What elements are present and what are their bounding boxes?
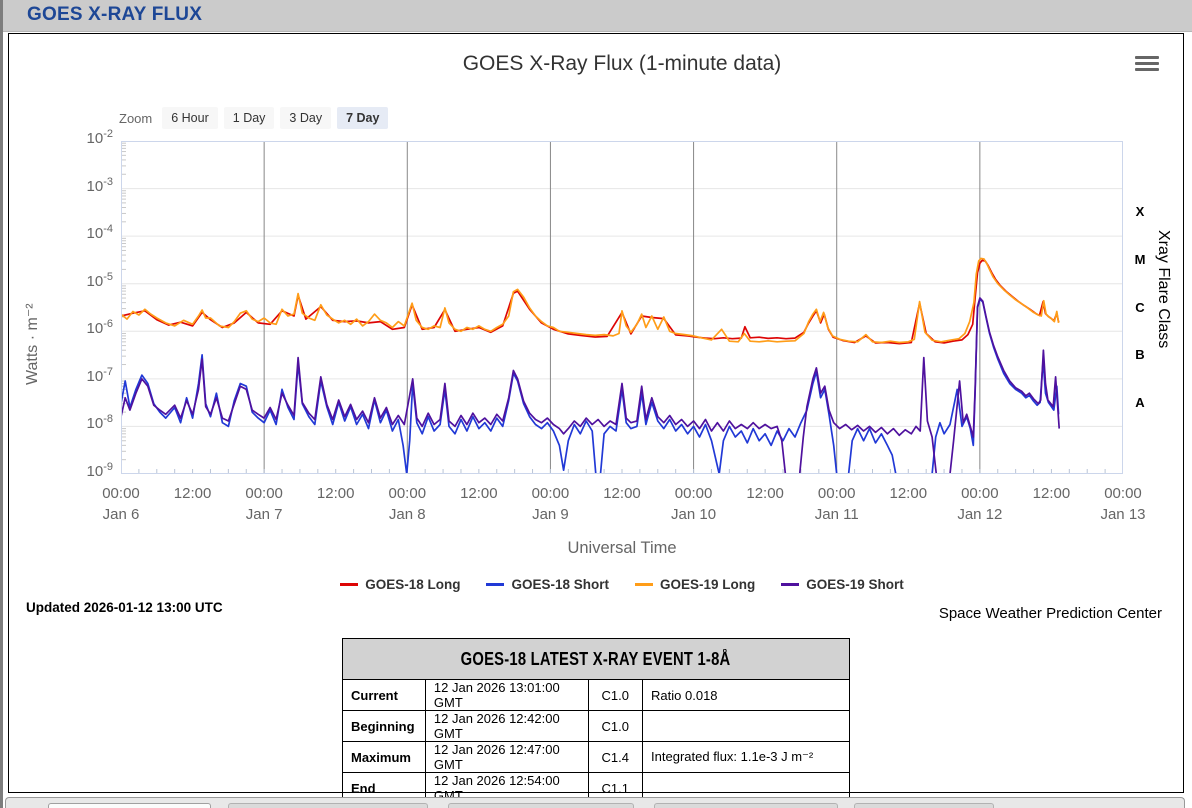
chart-panel: GOES X-Ray Flux (1-minute data) Zoom 6 H… — [8, 33, 1184, 804]
zoom-button-6-hour[interactable]: 6 Hour — [162, 107, 218, 129]
y-tick-label: 10-4 — [86, 223, 113, 243]
x-tick-date: Jan 12 — [957, 506, 1003, 523]
legend-item-goes-18-long[interactable]: GOES-18 Long — [340, 577, 460, 592]
event-row-label: Current — [342, 679, 426, 711]
xray-event-table: GOES-18 LATEST X-RAY EVENT 1-8Å Current 1… — [342, 638, 850, 804]
series-goes-18-short — [121, 298, 1060, 474]
hamburger-bar — [1135, 56, 1159, 60]
window-left-edge — [0, 0, 3, 808]
legend-marker — [340, 583, 359, 586]
zoom-button-3-day[interactable]: 3 Day — [280, 107, 332, 129]
range-selector: Zoom 6 Hour 1 Day 3 Day 7 Day — [119, 106, 394, 130]
hamburger-bar — [1135, 61, 1159, 66]
x-tick-time: 12:00 — [173, 485, 212, 502]
flare-class-b: B — [1135, 347, 1145, 363]
updated-timestamp: Updated 2026-01-12 13:00 UTC — [26, 600, 223, 615]
zoom-button-7-day[interactable]: 7 Day — [337, 107, 389, 129]
legend-item-goes-18-short[interactable]: GOES-18 Short — [486, 577, 609, 592]
x-tick-time: 00:00 — [817, 485, 856, 502]
hamburger-bar — [1135, 67, 1159, 72]
x-tick-time: 00:00 — [531, 485, 570, 502]
event-row-label: Beginning — [342, 710, 426, 742]
legend-label: GOES-19 Short — [806, 577, 904, 592]
x-tick-date: Jan 10 — [671, 506, 717, 523]
footer-tab-4[interactable] — [654, 803, 838, 808]
legend-item-goes-19-short[interactable]: GOES-19 Short — [781, 577, 904, 592]
y-tick-label: 10-8 — [86, 413, 113, 433]
x-tick-time: 00:00 — [961, 485, 999, 502]
plot-border — [121, 141, 1123, 474]
y-tick-label: 10-9 — [86, 461, 113, 481]
series-goes-19-long — [121, 257, 1060, 344]
event-table-title: GOES-18 LATEST X-RAY EVENT 1-8Å — [342, 638, 850, 680]
xray-flux-plot[interactable] — [121, 141, 1123, 474]
flare-class-x: X — [1135, 204, 1145, 220]
x-tick-date: Jan 11 — [814, 506, 859, 523]
event-row-time: 12 Jan 2026 13:01:00 GMT — [424, 679, 589, 711]
page-header-bar: GOES X-RAY FLUX — [0, 0, 1192, 32]
x-axis-title: Universal Time — [567, 539, 677, 557]
x-tick-time: 00:00 — [674, 485, 713, 502]
credit-text: Space Weather Prediction Center — [938, 605, 1162, 622]
series-goes-19-short — [121, 297, 1061, 474]
legend-label: GOES-18 Long — [365, 577, 461, 592]
y-axis-title: Watts · m⁻² — [24, 303, 41, 385]
x-tick-time: 12:00 — [316, 485, 355, 502]
x-tick-time: 12:00 — [889, 485, 928, 502]
x-tick-time: 12:00 — [603, 485, 641, 502]
footer-tab-2[interactable] — [228, 803, 428, 808]
event-row-time: 12 Jan 2026 12:47:00 GMT — [424, 741, 589, 773]
bottom-tab-strip — [5, 797, 1185, 808]
flare-class-a: A — [1135, 394, 1145, 410]
y-tick-label: 10-6 — [86, 318, 113, 338]
x-tick-date: Jan 13 — [1100, 506, 1146, 523]
event-table-row: Current 12 Jan 2026 13:01:00 GMT C1.0 Ratio… — [342, 679, 850, 711]
zoom-label: Zoom — [119, 110, 153, 126]
event-table-row: Beginning 12 Jan 2026 12:42:00 GMT C1.0 — [342, 710, 850, 742]
x-tick-time: 12:00 — [746, 485, 784, 502]
event-table-row: Maximum 12 Jan 2026 12:47:00 GMT C1.4 Integ… — [342, 741, 850, 773]
x-tick-date: Jan 6 — [102, 506, 140, 523]
legend-marker — [486, 583, 505, 586]
event-row-label: Maximum — [342, 741, 426, 773]
zoom-buttons: 6 Hour 1 Day 3 Day 7 Day — [162, 107, 394, 129]
zoom-button-1-day[interactable]: 1 Day — [223, 107, 275, 129]
chart-legend: GOES-18 Long GOES-18 Short GOES-19 Long GOE… — [121, 577, 1123, 592]
x-tick-time: 00:00 — [245, 485, 283, 502]
event-row-note: Integrated flux: 1.1e-3 J m⁻² — [642, 741, 850, 773]
footer-tab-3[interactable] — [448, 803, 634, 808]
y-tick-label: 10-5 — [86, 270, 113, 290]
x-tick-time: 12:00 — [1032, 485, 1071, 502]
x-tick-time: 00:00 — [388, 485, 427, 502]
footer-tab-1[interactable] — [48, 803, 211, 808]
chart-title: GOES X-Ray Flux (1-minute data) — [462, 52, 782, 75]
chart-context-menu-icon[interactable] — [1135, 56, 1159, 73]
footer-tab-5[interactable] — [854, 803, 994, 808]
flare-class-m: M — [1134, 251, 1146, 267]
event-row-class: C1.4 — [587, 741, 644, 773]
y-tick-label: 10-3 — [86, 175, 113, 195]
event-row-time: 12 Jan 2026 12:42:00 GMT — [424, 710, 589, 742]
event-row-note — [642, 710, 850, 742]
y-tick-label: 10-7 — [86, 365, 113, 385]
legend-item-goes-19-long[interactable]: GOES-19 Long — [635, 577, 755, 592]
y-tick-label: 10-2 — [86, 128, 113, 148]
x-tick-time: 00:00 — [102, 485, 140, 502]
legend-marker — [781, 583, 800, 586]
page-title: GOES X-RAY FLUX — [27, 4, 203, 25]
event-row-note: Ratio 0.018 — [642, 679, 850, 711]
x-tick-time: 00:00 — [1104, 485, 1142, 502]
x-tick-date: Jan 7 — [245, 506, 283, 523]
legend-label: GOES-19 Long — [660, 577, 756, 592]
flare-class-c: C — [1135, 299, 1145, 315]
x-tick-date: Jan 9 — [532, 506, 569, 523]
right-axis-title: Xray Flare Class — [1155, 230, 1172, 349]
x-tick-date: Jan 8 — [388, 506, 426, 523]
event-row-class: C1.0 — [587, 679, 644, 711]
event-row-class: C1.0 — [587, 710, 644, 742]
legend-label: GOES-18 Short — [511, 577, 609, 592]
legend-marker — [635, 583, 653, 586]
x-tick-time: 12:00 — [460, 485, 498, 502]
